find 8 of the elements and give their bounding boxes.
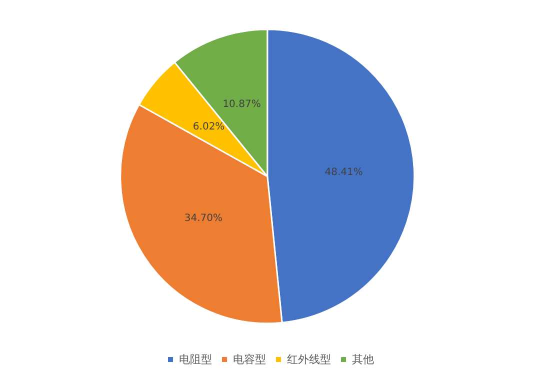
legend-label: 电容型 xyxy=(233,353,266,366)
legend-label: 其他 xyxy=(352,353,374,366)
data-label: 48.41% xyxy=(324,167,363,178)
data-label: 10.87% xyxy=(222,98,261,110)
data-label: 34.70% xyxy=(184,212,222,224)
legend-label: 红外线型 xyxy=(287,353,331,366)
data-label: 6.02% xyxy=(192,122,225,133)
legend-label: 电阻型 xyxy=(179,353,212,366)
